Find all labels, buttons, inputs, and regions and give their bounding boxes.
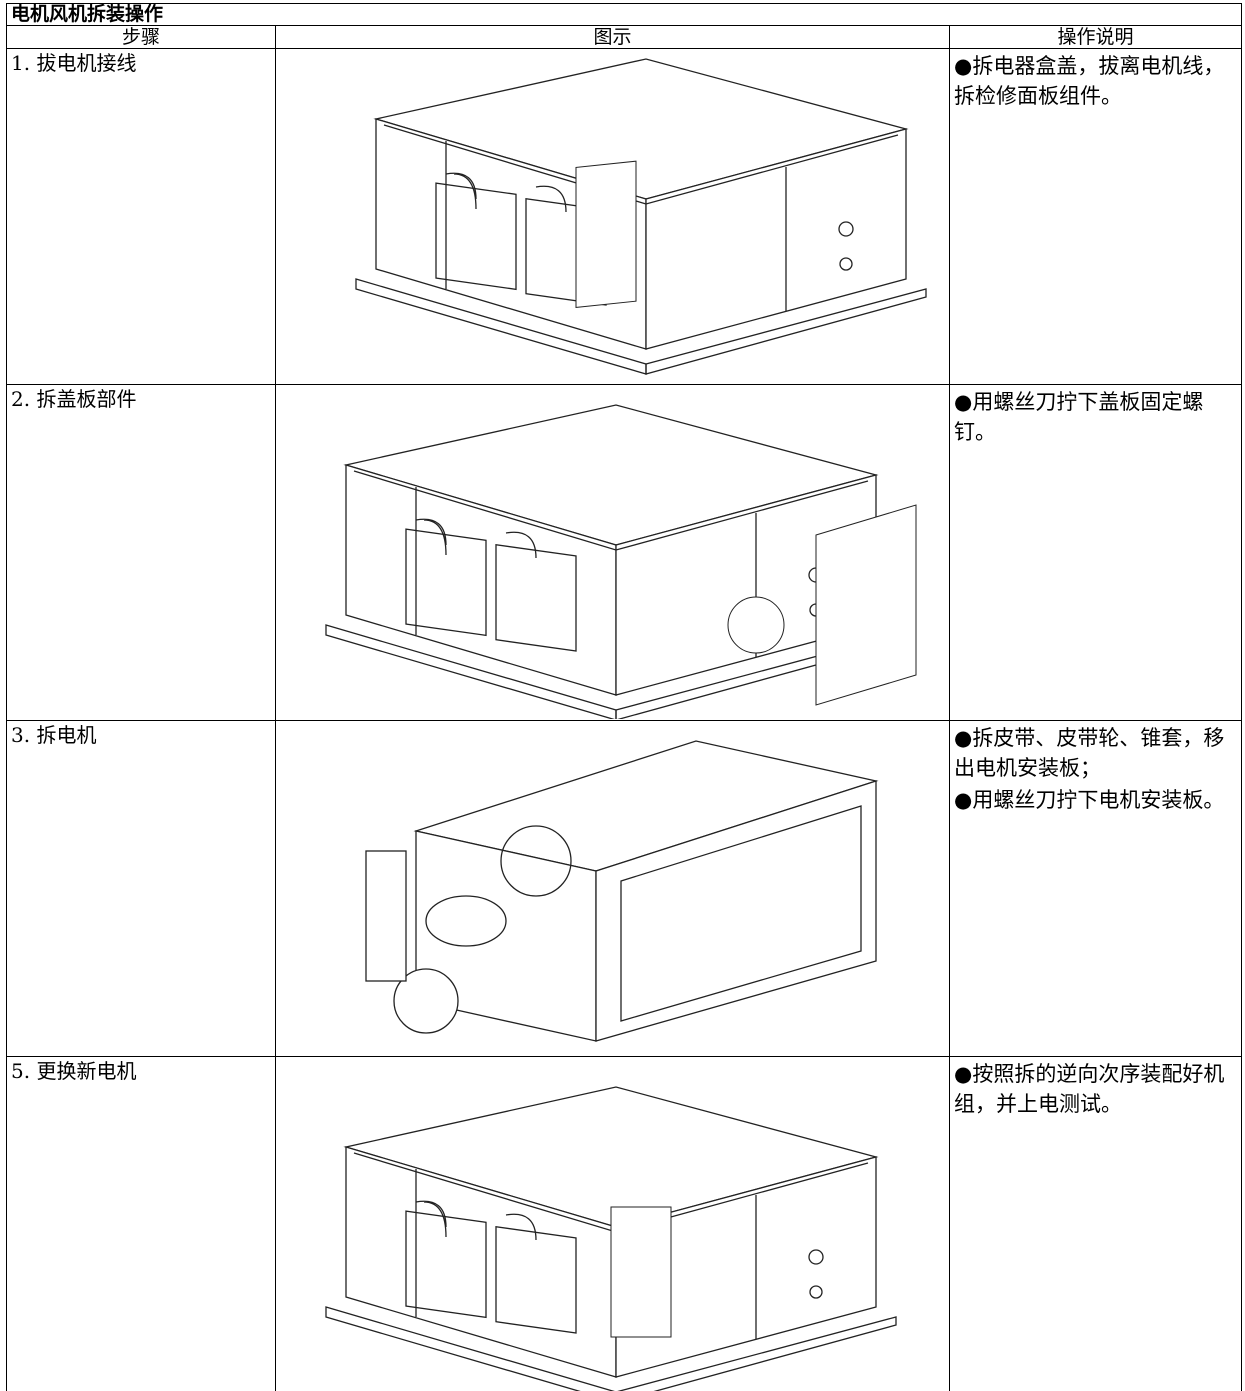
illustration-cell: [276, 1057, 950, 1391]
unit-drawing: [276, 1057, 950, 1391]
table-title: 电机风机拆装操作: [7, 4, 1242, 26]
description-cell: ●用螺丝刀拧下盖板固定螺钉。: [950, 385, 1242, 721]
illustration-cell: [276, 49, 950, 385]
unit-drawing: [276, 721, 950, 1055]
illustration-cell: [276, 721, 950, 1057]
description-text: ●拆皮带、皮带轮、锥套，移出电机安装板；: [954, 723, 1237, 783]
description-cell: ●拆电器盒盖，拔离电机线，拆检修面板组件。: [950, 49, 1242, 385]
description-text: ●用螺丝刀拧下盖板固定螺钉。: [954, 387, 1237, 447]
description-cell: ●拆皮带、皮带轮、锥套，移出电机安装板；●用螺丝刀拧下电机安装板。: [950, 721, 1242, 1057]
step-label: 2. 拆盖板部件: [7, 385, 276, 721]
unit-drawing: [276, 49, 950, 383]
step-label: 5. 更换新电机: [7, 1057, 276, 1391]
column-header: 步骤: [7, 26, 276, 49]
procedure-table: 电机风机拆装操作 步骤 图示 操作说明 1. 拔电机接线 ●拆电器盒盖，拔离电机…: [6, 3, 1242, 1391]
step-label: 3. 拆电机: [7, 721, 276, 1057]
description-text: ●用螺丝刀拧下电机安装板。: [954, 785, 1237, 815]
description-cell: ●按照拆的逆向次序装配好机组，并上电测试。: [950, 1057, 1242, 1391]
unit-drawing: [276, 385, 950, 719]
step-label: 1. 拔电机接线: [7, 49, 276, 385]
description-text: ●按照拆的逆向次序装配好机组，并上电测试。: [954, 1059, 1237, 1119]
column-header: 操作说明: [950, 26, 1242, 49]
illustration-cell: [276, 385, 950, 721]
description-text: ●拆电器盒盖，拔离电机线，拆检修面板组件。: [954, 51, 1237, 111]
column-header: 图示: [276, 26, 950, 49]
